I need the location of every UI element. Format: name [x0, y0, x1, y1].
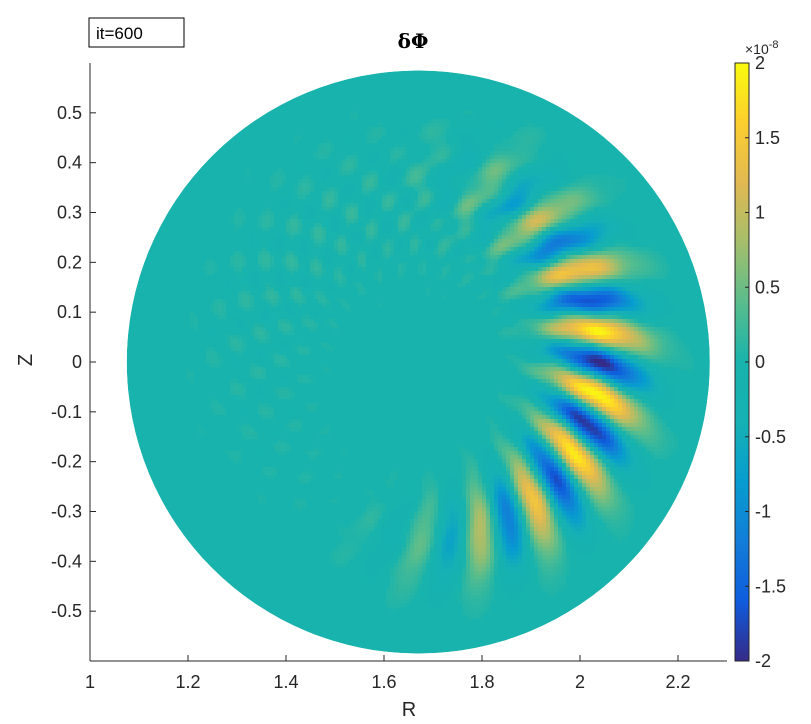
y-tick-label: 0.3	[57, 203, 82, 223]
colorbar-exponent: ×10-8	[745, 39, 779, 57]
plot-area: 1 1.2 1.4 1.6 1.8 2 2.2 0.5 0.4 0.3 0.2 0.1 0 -0.1 -0…	[51, 63, 727, 692]
colorbar-tick-label: -2	[755, 651, 771, 671]
x-tick-label: 1	[85, 672, 95, 692]
y-tick-label: 0.4	[57, 153, 82, 173]
x-axis-ticks: 1 1.2 1.4 1.6 1.8 2 2.2	[85, 655, 691, 692]
chart-title: δΦ	[398, 29, 429, 53]
y-tick-label: -0.3	[51, 502, 82, 522]
x-tick-label: 1.2	[175, 672, 200, 692]
y-tick-label: 0.1	[57, 302, 82, 322]
colorbar-tick-label: 2	[755, 53, 765, 73]
y-tick-label: 0.2	[57, 252, 82, 272]
y-tick-label: 0.5	[57, 103, 82, 123]
colorbar-tick-label: 1	[755, 203, 765, 223]
y-tick-label: -0.1	[51, 402, 82, 422]
colorbar-tick-label: -1	[755, 502, 771, 522]
colorbar-tick-label: 0	[755, 352, 765, 372]
y-axis-label: Z	[15, 354, 37, 366]
colorbar-tick-label: -0.5	[755, 427, 786, 447]
y-axis-ticks: 0.5 0.4 0.3 0.2 0.1 0 -0.1 -0.2 -0.3 -0.4 -0.5	[51, 103, 96, 621]
x-tick-label: 2.2	[665, 672, 690, 692]
colorbar-ticks: 2 1.5 1 0.5 0 -0.5 -1 -1.5 -2	[745, 53, 786, 671]
x-axis-label: R	[402, 699, 416, 721]
y-tick-label: -0.4	[51, 551, 82, 571]
x-tick-label: 1.8	[469, 672, 494, 692]
x-tick-label: 1.4	[273, 672, 298, 692]
colorbar-tick-label: 0.5	[755, 277, 780, 297]
x-tick-label: 1.6	[371, 672, 396, 692]
y-tick-label: 0	[72, 352, 82, 372]
y-tick-label: -0.5	[51, 601, 82, 621]
colorbar-tick-label: -1.5	[755, 576, 786, 596]
y-tick-label: -0.2	[51, 452, 82, 472]
iteration-label: it=600	[96, 24, 143, 43]
heatmap-field	[126, 70, 710, 654]
colorbar: 2 1.5 1 0.5 0 -0.5 -1 -1.5 -2 ×10-8	[734, 39, 786, 671]
colorbar-tick-label: 1.5	[755, 128, 780, 148]
x-tick-label: 2	[575, 672, 585, 692]
iteration-annotation: it=600	[88, 17, 185, 48]
